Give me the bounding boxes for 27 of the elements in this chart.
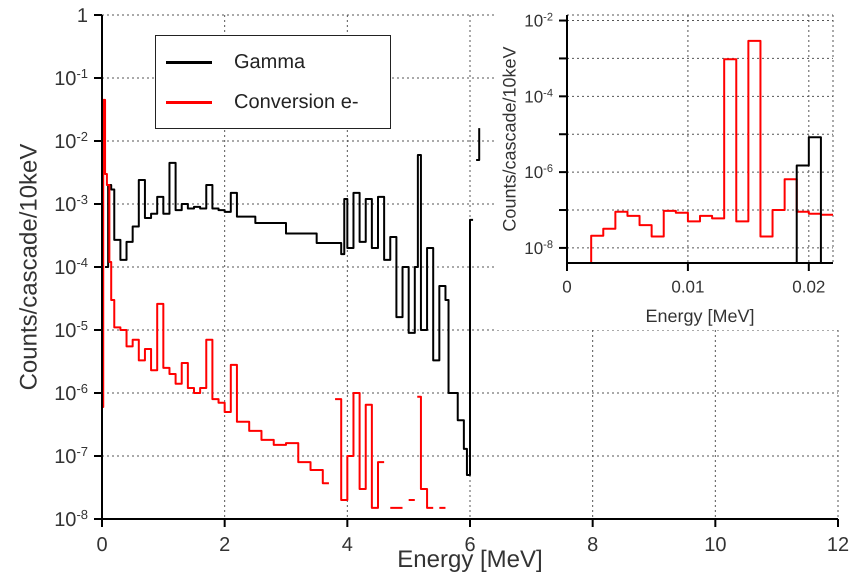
y-tick-label: 10$^{-4}$ — [54, 254, 88, 279]
x-tick-label: 0 — [562, 277, 572, 296]
y-tick-label: 10$^{-4}$ — [524, 87, 553, 106]
y-axis-title: Counts/cascade/10keV — [499, 46, 520, 232]
x-tick-label: 10 — [704, 534, 726, 556]
y-tick-label: 10$^{-1}$ — [54, 66, 88, 90]
legend-label: Gamma — [234, 50, 306, 74]
y-tick-label: 10$^{-8}$ — [524, 238, 553, 258]
y-tick-label: 10$^{-3}$ — [54, 192, 88, 216]
y-tick-label: 10$^{-8}$ — [54, 506, 88, 531]
x-tick-label: 2 — [219, 534, 230, 556]
x-tick-label: 4 — [342, 534, 353, 556]
y-axis-title: Counts/cascade/10keV — [16, 144, 43, 390]
x-tick-label: 12 — [826, 534, 850, 556]
y-tick-label: 10$^{-6}$ — [524, 163, 553, 182]
y-tick-label: 10$^{-5}$ — [54, 318, 88, 342]
legend-label: Conversion e- — [234, 90, 359, 114]
x-tick-label: 0.01 — [671, 277, 704, 296]
y-tick-label: 10$^{-2}$ — [54, 128, 88, 153]
y-tick-label: 10$^{-7}$ — [54, 444, 88, 468]
x-tick-label: 0 — [96, 534, 108, 556]
y-tick-label: 1 — [76, 5, 88, 27]
x-tick-label: 8 — [587, 534, 598, 556]
x-axis-title: Energy [MeV] — [645, 306, 755, 326]
x-tick-label: 0.02 — [792, 277, 826, 296]
y-tick-label: 10$^{-2}$ — [524, 11, 553, 30]
y-tick-label: 10$^{-6}$ — [54, 380, 88, 405]
